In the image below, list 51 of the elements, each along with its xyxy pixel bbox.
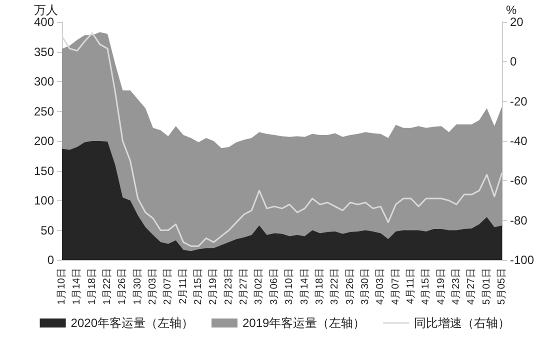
x-tick-label: 1月18日 xyxy=(86,268,98,305)
y-tick-label: 50 xyxy=(40,223,54,238)
x-tick-label: 5月05日 xyxy=(496,268,508,305)
x-tick-label: 2月11日 xyxy=(178,268,189,304)
x-tick-label: 4月27日 xyxy=(466,268,478,305)
x-tick-label: 4月23日 xyxy=(450,268,462,305)
y-tick-label: 150 xyxy=(34,164,54,178)
x-tick-label: 4月03日 xyxy=(375,268,386,305)
y2-tick-label: -80 xyxy=(510,213,528,228)
y2-tick-label: -100 xyxy=(510,253,534,267)
x-tick-label: 3月14日 xyxy=(299,268,310,305)
x-tick-label: 1月26日 xyxy=(117,268,128,305)
x-tick-label: 3月26日 xyxy=(344,268,356,305)
x-tick-label: 5月01日 xyxy=(481,268,492,305)
y-tick-label: 200 xyxy=(34,134,54,148)
y2-tick-label: -60 xyxy=(510,174,528,188)
x-tick-label: 3月30日 xyxy=(360,268,371,305)
y-tick-label: 400 xyxy=(34,15,54,29)
y2-tick-label: 0 xyxy=(510,54,517,69)
y2-axis-title: % xyxy=(506,3,517,17)
x-tick-label: 2月07日 xyxy=(162,268,174,305)
x-tick-label: 1月30日 xyxy=(132,268,144,305)
x-tick-label: 3月02日 xyxy=(254,268,265,305)
x-tick-label: 4月15日 xyxy=(420,268,432,305)
legend-label: 2020年客运量（左轴） xyxy=(70,316,194,330)
x-tick-label: 4月19日 xyxy=(436,268,447,305)
x-tick-label: 2月03日 xyxy=(148,268,159,305)
x-tick-label: 2月23日 xyxy=(223,268,234,305)
x-tick-label: 4月11日 xyxy=(405,268,416,304)
x-tick-label: 2月27日 xyxy=(238,268,250,305)
y-tick-label: 100 xyxy=(34,194,54,208)
y-tick-label: 0 xyxy=(47,253,54,267)
x-tick-label: 3月06日 xyxy=(268,268,280,305)
x-tick-label: 3月10日 xyxy=(284,268,296,305)
x-tick-label: 3月18日 xyxy=(314,268,326,305)
y-axis-title: 万人 xyxy=(34,3,58,17)
x-tick-label: 2月19日 xyxy=(208,268,220,305)
legend-label: 同比增速（右轴） xyxy=(414,316,510,330)
y2-tick-label: -40 xyxy=(510,134,528,148)
y-tick-label: 300 xyxy=(34,74,54,88)
y2-tick-label: 20 xyxy=(510,15,524,29)
x-tick-label: 1月22日 xyxy=(102,268,114,305)
y-tick-label: 350 xyxy=(34,44,54,59)
y2-tick-label: -20 xyxy=(510,94,528,108)
x-tick-label: 1月14日 xyxy=(72,268,83,305)
legend-label: 2019年客运量（左轴） xyxy=(242,316,366,330)
x-tick-label: 3月22日 xyxy=(330,268,341,305)
y-tick-label: 250 xyxy=(34,104,54,118)
x-tick-label: 1月10日 xyxy=(56,268,68,305)
x-tick-label: 2月15日 xyxy=(193,268,204,305)
x-tick-label: 4月07日 xyxy=(390,268,402,305)
